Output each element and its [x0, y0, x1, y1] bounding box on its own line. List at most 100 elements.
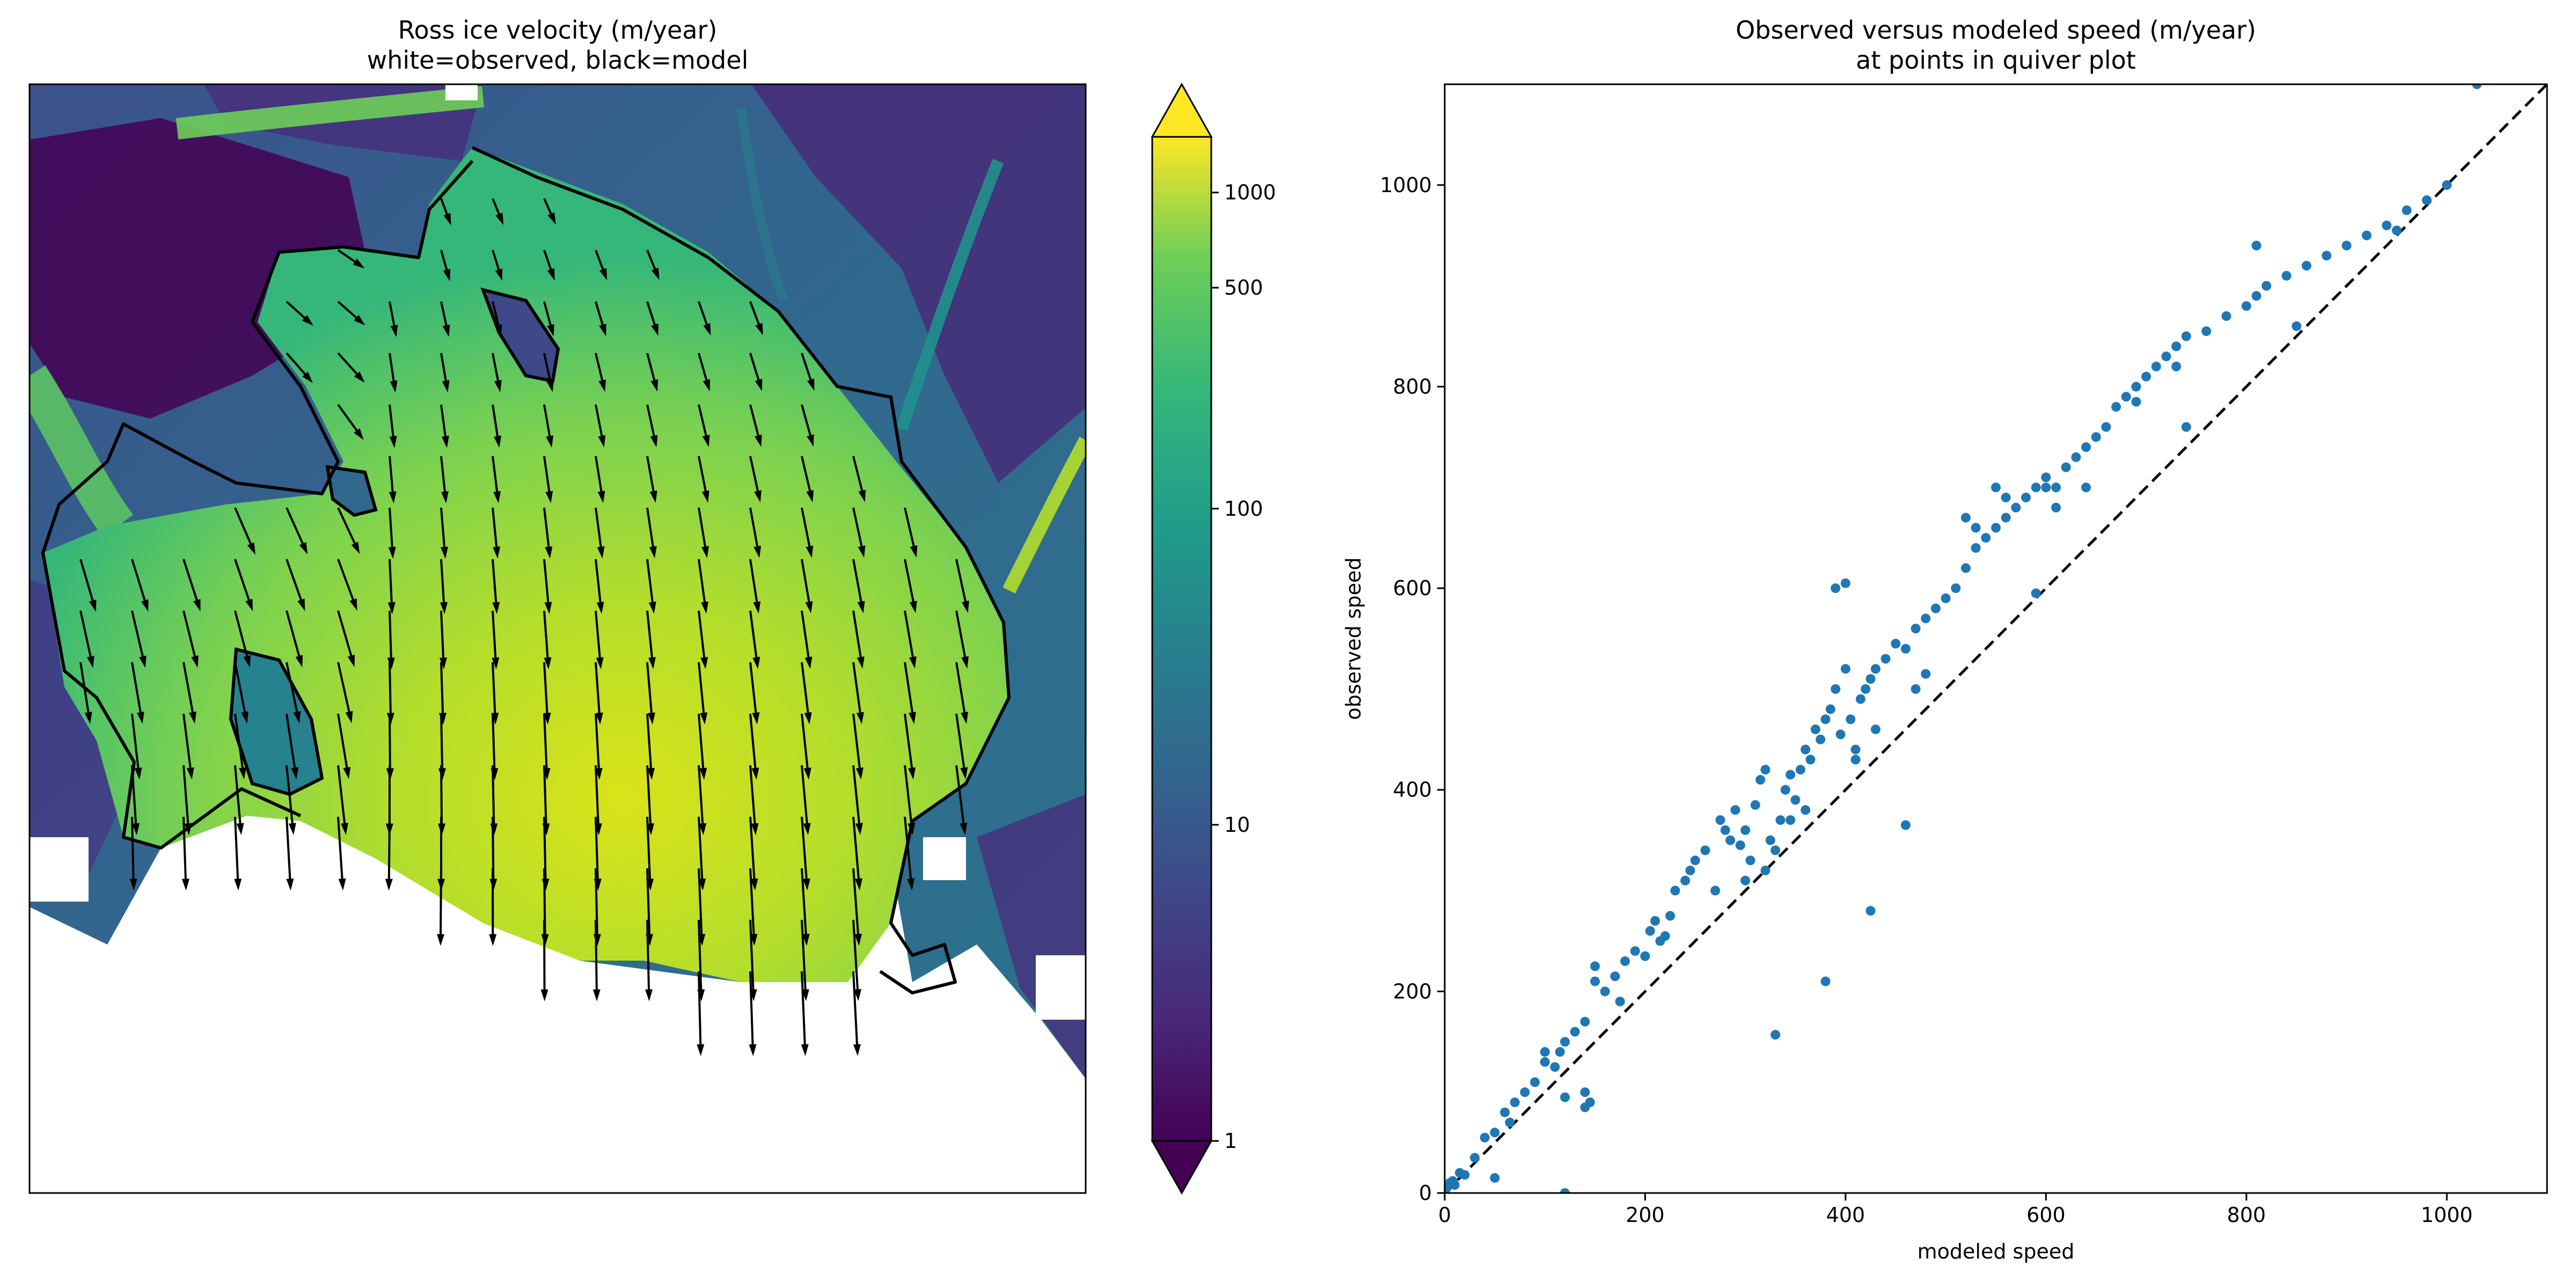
scatter-point	[1645, 926, 1655, 936]
scatter-point	[2171, 341, 2182, 352]
quiver-arrow	[543, 816, 547, 887]
scatter-point	[1846, 714, 1856, 724]
quiver-arrow-head	[139, 655, 147, 668]
scatter-point	[1785, 770, 1796, 780]
scatter-point	[1911, 684, 1921, 694]
scatter-point	[1490, 1128, 1500, 1138]
scatter-point	[2391, 225, 2402, 236]
scatter-point	[2151, 361, 2161, 371]
quiver-arrow-head	[243, 655, 251, 668]
ice-stream	[30, 365, 134, 537]
scatter-point	[1580, 1016, 1590, 1027]
scatter-point	[1740, 875, 1751, 885]
quiver-arrow-head	[193, 599, 201, 612]
quiver-arrow-head	[855, 878, 862, 891]
quiver-arrow	[852, 713, 862, 775]
quiver-arrow-head	[596, 657, 604, 669]
colorbar: 1 10 100 500 1000	[1151, 82, 1276, 1195]
quiver-arrow-head	[858, 489, 866, 502]
quiver-arrow-head	[385, 879, 393, 891]
scatter-y-ticks: 0 200 400 600 800 1000	[1380, 173, 1445, 1205]
scatter-point	[1790, 795, 1801, 805]
quiver-arrow-head	[910, 545, 918, 558]
scatter-point	[1550, 1062, 1560, 1072]
quiver-arrow	[79, 559, 96, 609]
x-tick-label: 800	[2227, 1203, 2266, 1227]
scatter-point	[1460, 1170, 1470, 1180]
quiver-arrow-head	[909, 656, 917, 669]
quiver-arrow-head	[186, 767, 194, 780]
scatter-point	[1570, 1027, 1580, 1037]
scatter-point	[1960, 513, 1971, 523]
quiver-arrow	[389, 610, 393, 665]
scatter-point	[1971, 543, 1981, 553]
quiver-arrow	[595, 713, 601, 776]
quiver-arrow	[492, 765, 495, 831]
quiver-arrow-head	[441, 435, 449, 448]
quiver-arrow	[646, 507, 655, 554]
quiver-arrow-head	[547, 268, 555, 281]
quiver-arrow	[182, 662, 195, 720]
scatter-point	[2131, 397, 2141, 407]
scatter-point	[2081, 442, 2091, 452]
quiver-arrow-head	[754, 490, 762, 503]
scatter-point	[1850, 744, 1861, 755]
scatter-point	[2041, 482, 2051, 493]
quiver-arrow-head	[129, 879, 137, 891]
quiver-arrow-head	[441, 491, 449, 503]
scatter-point	[1900, 643, 1911, 654]
quiver-arrow-head	[489, 934, 497, 946]
scatter-point	[1745, 855, 1755, 866]
quiver-arrow-head	[89, 599, 97, 612]
quiver-arrow	[337, 765, 347, 831]
one-to-one-reference-line	[1445, 84, 2547, 1193]
scatter-point	[1825, 704, 1835, 714]
quiver-arrow	[955, 610, 968, 665]
scatter-point	[1921, 669, 1931, 679]
quiver-arrow-head	[349, 598, 357, 611]
quiver-arrow	[387, 816, 391, 887]
scatter-point	[2071, 452, 2081, 462]
scatter-point	[1720, 825, 1730, 835]
quiver-arrow-head	[345, 711, 353, 723]
scatter-point	[2101, 422, 2111, 432]
quiver-arrow-head	[189, 711, 196, 724]
scatter-point	[2241, 301, 2251, 311]
grounding-line-contour	[41, 146, 1011, 994]
scatter-point	[1775, 815, 1785, 825]
quiver-arrow	[646, 816, 652, 887]
scatter-point	[2121, 392, 2131, 402]
quiver-arrow-head	[136, 712, 144, 724]
scatter-point	[1880, 654, 1891, 664]
scatter-point	[2161, 352, 2171, 362]
scatter-point	[1870, 724, 1880, 735]
scatter-point	[1835, 729, 1846, 740]
scatter-point	[2251, 291, 2262, 301]
quiver-arrow-head	[493, 546, 501, 559]
quiver-arrow-head	[442, 324, 450, 337]
quiver-arrow-head	[293, 711, 301, 723]
quiver-arrow-head	[803, 767, 811, 780]
y-tick-label: 600	[1393, 576, 1432, 600]
quiver-arrow	[492, 507, 499, 555]
quiver-arrow	[904, 816, 913, 887]
y-tick-label: 1000	[1380, 173, 1432, 197]
scatter-point	[1810, 724, 1820, 735]
scatter-point	[1660, 931, 1670, 941]
quiver-arrow-head	[297, 598, 305, 611]
quiver-arrow	[543, 662, 549, 721]
quiver-arrow-head	[909, 601, 917, 613]
quiver-arrow-head	[443, 213, 451, 225]
scatter-point	[1700, 845, 1710, 855]
quiver-arrow-head	[753, 545, 761, 558]
quiver-arrow	[646, 868, 651, 942]
quiver-arrow	[852, 868, 860, 942]
map-title: Ross ice velocity (m/year)	[398, 16, 718, 45]
quiver-arrow-head	[546, 435, 554, 448]
quiver-arrow	[852, 971, 859, 1052]
scatter-point	[1560, 1037, 1570, 1047]
scatter-point	[1805, 755, 1816, 765]
quiver-arrow-head	[302, 371, 313, 383]
quiver-arrow	[852, 662, 862, 720]
quiver-arrow-head	[441, 546, 448, 559]
